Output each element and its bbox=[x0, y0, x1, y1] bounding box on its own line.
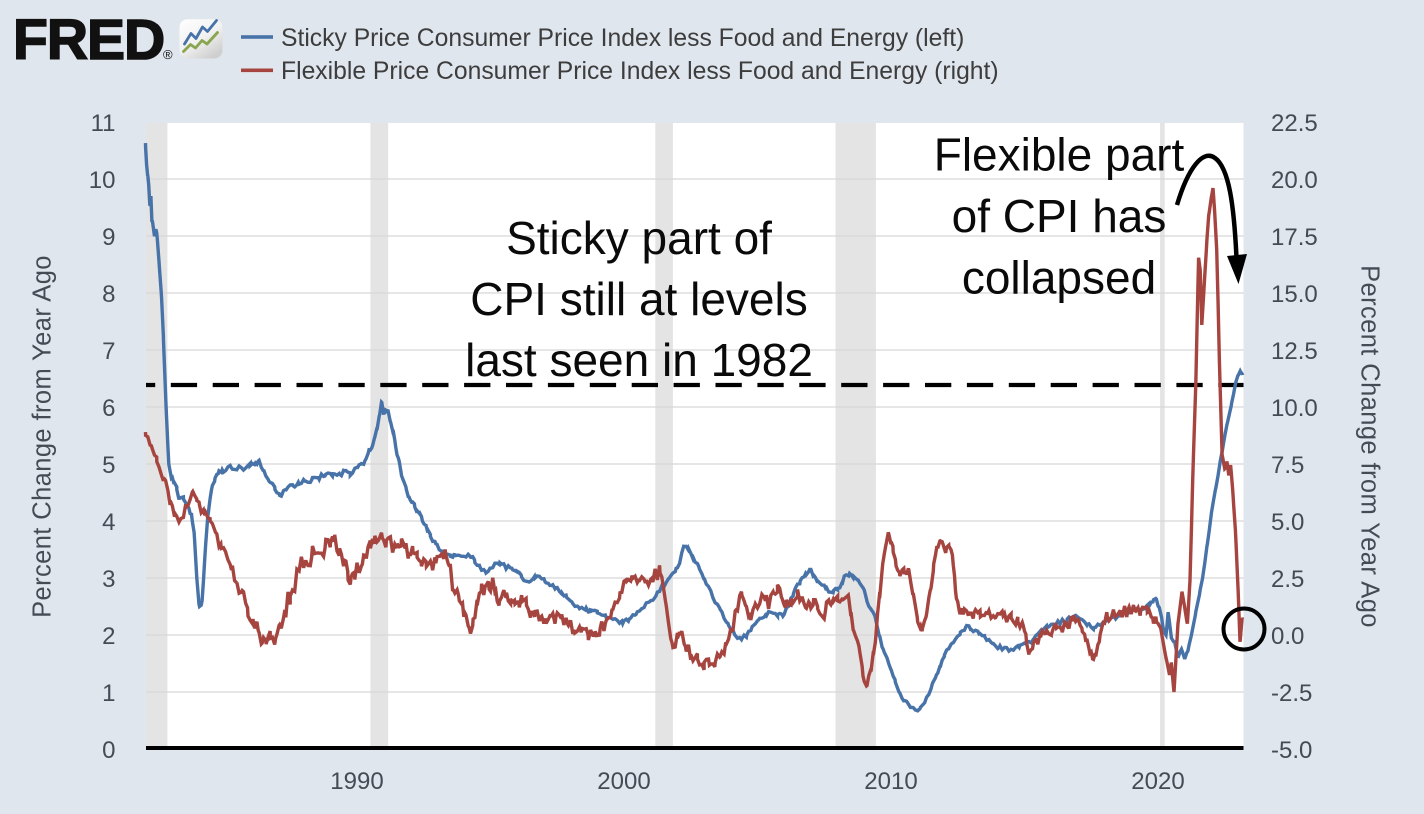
svg-text:Percent Change from Year Ago: Percent Change from Year Ago bbox=[1356, 265, 1384, 628]
svg-text:of CPI has: of CPI has bbox=[952, 190, 1167, 242]
svg-text:-2.5: -2.5 bbox=[1271, 680, 1312, 707]
svg-text:Percent Change from Year Ago: Percent Change from Year Ago bbox=[29, 255, 57, 618]
svg-text:2.5: 2.5 bbox=[1271, 566, 1304, 593]
svg-text:2: 2 bbox=[102, 623, 115, 650]
svg-text:10: 10 bbox=[89, 167, 116, 194]
svg-text:2000: 2000 bbox=[597, 768, 650, 795]
svg-text:9: 9 bbox=[102, 224, 115, 251]
svg-text:4: 4 bbox=[102, 509, 115, 536]
svg-text:8: 8 bbox=[102, 281, 115, 308]
svg-text:15.0: 15.0 bbox=[1271, 281, 1318, 308]
svg-text:10.0: 10.0 bbox=[1271, 395, 1318, 422]
svg-text:Flexible Price Consumer Price: Flexible Price Consumer Price Index less… bbox=[281, 58, 999, 85]
svg-text:7.5: 7.5 bbox=[1271, 452, 1304, 479]
svg-text:5.0: 5.0 bbox=[1271, 509, 1304, 536]
svg-text:2010: 2010 bbox=[864, 768, 917, 795]
svg-text:11: 11 bbox=[91, 110, 116, 137]
svg-text:5: 5 bbox=[102, 452, 115, 479]
svg-text:collapsed: collapsed bbox=[962, 252, 1156, 304]
svg-text:0.0: 0.0 bbox=[1271, 623, 1304, 650]
svg-text:3: 3 bbox=[102, 566, 115, 593]
svg-text:Flexible part: Flexible part bbox=[934, 129, 1185, 181]
svg-text:last seen in 1982: last seen in 1982 bbox=[465, 334, 813, 386]
svg-text:6: 6 bbox=[102, 395, 115, 422]
svg-text:22.5: 22.5 bbox=[1271, 110, 1318, 137]
svg-text:Sticky part of: Sticky part of bbox=[506, 212, 772, 264]
svg-text:-5.0: -5.0 bbox=[1271, 737, 1312, 764]
svg-text:0: 0 bbox=[102, 737, 115, 764]
svg-text:2020: 2020 bbox=[1131, 768, 1184, 795]
svg-text:CPI still at levels: CPI still at levels bbox=[470, 273, 807, 325]
svg-text:17.5: 17.5 bbox=[1271, 224, 1318, 251]
svg-text:Sticky Price Consumer Price In: Sticky Price Consumer Price Index less F… bbox=[281, 25, 964, 52]
svg-text:1990: 1990 bbox=[330, 768, 383, 795]
svg-text:®: ® bbox=[163, 47, 173, 62]
svg-text:12.5: 12.5 bbox=[1271, 338, 1318, 365]
svg-text:20.0: 20.0 bbox=[1271, 167, 1318, 194]
svg-text:1: 1 bbox=[102, 680, 115, 707]
svg-text:FRED: FRED bbox=[13, 8, 164, 72]
svg-text:7: 7 bbox=[102, 338, 115, 365]
